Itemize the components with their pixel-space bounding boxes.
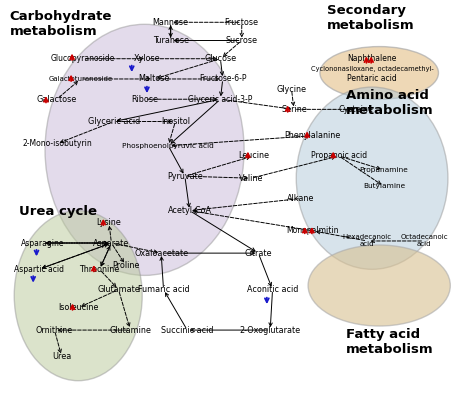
Text: Pentaric acid: Pentaric acid xyxy=(347,75,397,83)
Text: Glycine: Glycine xyxy=(276,85,307,94)
Text: Asparate: Asparate xyxy=(93,239,129,247)
Text: Amino acid
metabolism: Amino acid metabolism xyxy=(346,89,434,117)
Text: Glyceric acid: Glyceric acid xyxy=(88,117,140,126)
Text: Turanose: Turanose xyxy=(153,36,189,45)
Text: 2-Oxoglutarate: 2-Oxoglutarate xyxy=(240,326,301,335)
Text: Galactoturanoside: Galactoturanoside xyxy=(48,76,113,82)
Text: Maltose: Maltose xyxy=(138,75,170,83)
Text: Leucine: Leucine xyxy=(238,151,269,160)
Text: Proline: Proline xyxy=(112,261,139,270)
Text: Glucose: Glucose xyxy=(204,54,237,63)
Text: Butylamine: Butylamine xyxy=(363,183,405,189)
Text: Aconitic acid: Aconitic acid xyxy=(247,285,298,294)
Text: Glutamate: Glutamate xyxy=(97,285,140,294)
Text: Cyclononasiloxane, octadecamethyl-: Cyclononasiloxane, octadecamethyl- xyxy=(311,66,433,72)
Text: Urea: Urea xyxy=(52,352,71,361)
Text: Cysteine: Cysteine xyxy=(338,105,373,114)
Text: Fructose: Fructose xyxy=(225,18,259,27)
Text: 2-Mono-isobutyrin: 2-Mono-isobutyrin xyxy=(22,139,92,148)
Text: acid: acid xyxy=(360,241,374,247)
Text: Valine: Valine xyxy=(239,174,264,183)
Text: acid: acid xyxy=(417,241,431,247)
Text: Aspartic acid: Aspartic acid xyxy=(14,265,64,274)
Text: Inositol: Inositol xyxy=(161,117,190,126)
Text: Phosphoenolpyruvic acid: Phosphoenolpyruvic acid xyxy=(122,143,214,149)
Text: Alkane: Alkane xyxy=(287,194,315,203)
Text: Fructose-6-P: Fructose-6-P xyxy=(199,75,246,83)
Text: Acetyl-CoA: Acetyl-CoA xyxy=(168,206,211,215)
Text: Lysine: Lysine xyxy=(97,218,121,227)
Text: Carbohydrate
metabolism: Carbohydrate metabolism xyxy=(9,10,112,38)
Text: Asparagine: Asparagine xyxy=(21,239,64,247)
Text: Isoleucine: Isoleucine xyxy=(58,303,99,312)
Ellipse shape xyxy=(45,24,244,275)
Ellipse shape xyxy=(296,87,448,269)
Ellipse shape xyxy=(308,245,450,326)
Text: Secondary
metabolism: Secondary metabolism xyxy=(327,4,415,32)
Text: Glutamine: Glutamine xyxy=(109,326,151,335)
Text: Propanamine: Propanamine xyxy=(360,167,408,173)
Text: Urea cycle: Urea cycle xyxy=(19,205,97,217)
Text: Octadecanoic: Octadecanoic xyxy=(401,234,448,240)
Text: Mannose: Mannose xyxy=(153,18,189,27)
Text: Phenylalanine: Phenylalanine xyxy=(285,131,341,140)
Text: Succinic acid: Succinic acid xyxy=(161,326,213,335)
Text: Fatty acid
metabolism: Fatty acid metabolism xyxy=(346,328,434,356)
Text: Sucrose: Sucrose xyxy=(226,36,258,45)
Ellipse shape xyxy=(320,47,438,99)
Text: Citrate: Citrate xyxy=(245,249,272,258)
Text: Xylose: Xylose xyxy=(134,54,160,63)
Text: Naphthalene: Naphthalene xyxy=(347,54,397,63)
Text: Monopalmitin: Monopalmitin xyxy=(287,226,339,235)
Text: Ornithine: Ornithine xyxy=(36,326,73,335)
Text: Ribose: Ribose xyxy=(131,95,158,104)
Ellipse shape xyxy=(14,211,142,381)
Text: Serine: Serine xyxy=(281,105,307,114)
Text: Oxaloacetate: Oxaloacetate xyxy=(134,249,188,258)
Text: Propanoic acid: Propanoic acid xyxy=(311,151,367,160)
Text: Threonine: Threonine xyxy=(80,265,119,274)
Text: Glucopyranoside: Glucopyranoside xyxy=(51,54,115,63)
Text: Pyruvate: Pyruvate xyxy=(167,172,203,181)
Text: Galactose: Galactose xyxy=(37,95,77,104)
Text: Fumaric acid: Fumaric acid xyxy=(138,285,189,294)
Text: Glyceric acid-3-P: Glyceric acid-3-P xyxy=(188,95,253,104)
Text: Hexadecanoic: Hexadecanoic xyxy=(343,234,392,240)
